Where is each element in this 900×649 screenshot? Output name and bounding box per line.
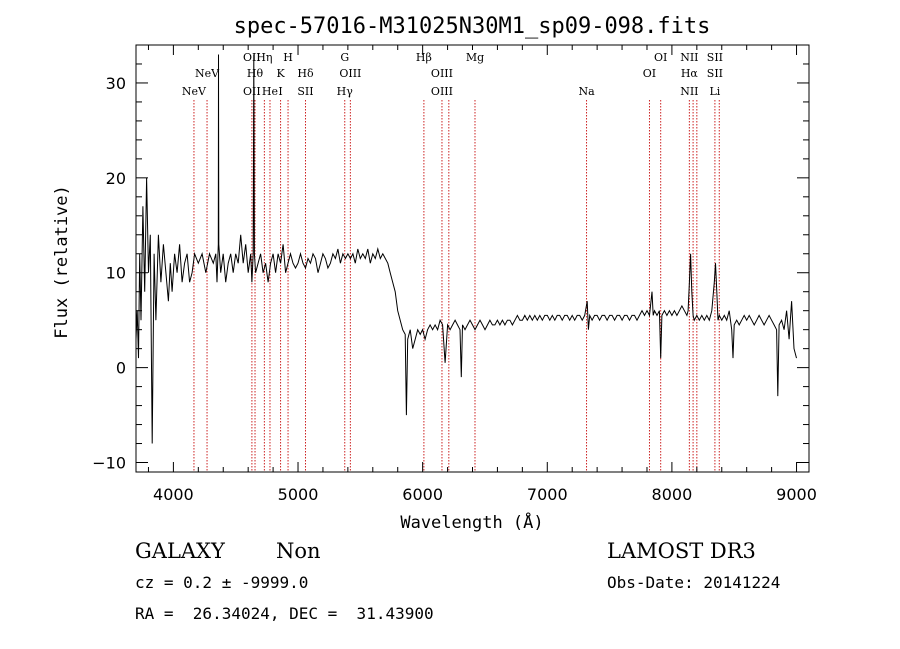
- y-tick-label: −10: [92, 454, 126, 473]
- line-label: I: [278, 85, 282, 98]
- line-label: NeV: [182, 85, 207, 98]
- spectrum-series: [135, 54, 797, 444]
- line-label: Hα: [681, 67, 699, 80]
- line-label: H: [283, 51, 293, 64]
- line-label: SII: [297, 85, 313, 98]
- line-label: OIII: [339, 67, 361, 80]
- line-label: SII: [707, 51, 723, 64]
- y-axis-ticks: −10 0 10 20 30: [92, 44, 809, 473]
- x-axis-ticks: 4000 5000 6000 7000 8000 9000: [147, 45, 817, 504]
- line-label: Hδ: [297, 67, 314, 80]
- line-label: SII: [707, 67, 723, 80]
- object-class: GALAXY: [135, 539, 225, 563]
- line-markers: [193, 100, 720, 472]
- x-tick-label: 5000: [278, 485, 319, 504]
- line-label: Mg: [466, 51, 484, 64]
- line-label: OI: [654, 51, 667, 64]
- x-axis-label: Wavelength (Å): [400, 511, 543, 533]
- line-label: G: [340, 51, 349, 64]
- y-tick-label: 20: [106, 169, 126, 188]
- line-label: Hβ: [416, 51, 432, 64]
- line-label: OII: [243, 85, 261, 98]
- chart-title: spec-57016-M31025N30M1_sp09-098.fits: [234, 14, 711, 39]
- line-label: He: [262, 85, 278, 98]
- line-label: OII: [243, 51, 261, 64]
- line-label: OI: [643, 67, 656, 80]
- line-label: Hη: [256, 51, 272, 64]
- x-tick-label: 7000: [527, 485, 568, 504]
- x-tick-label: 8000: [652, 485, 693, 504]
- line-label: Hγ: [337, 85, 354, 98]
- sky-coordinates: RA = 26.34024, DEC = 31.43900: [135, 604, 434, 623]
- survey-name: LAMOST DR3: [607, 539, 756, 563]
- x-tick-label: 6000: [402, 485, 443, 504]
- line-label: NII: [680, 85, 698, 98]
- redshift-cz: cz = 0.2 ± -9999.0: [135, 573, 309, 592]
- line-label: Na: [578, 85, 595, 98]
- x-tick-label: 4000: [153, 485, 194, 504]
- line-label: NeV: [195, 67, 220, 80]
- line-labels: NeV NeV OII OII Hθ Hη He KI H Hδ SII G Hγ OIII Hβ OIII O…: [182, 51, 723, 98]
- line-label: Li: [709, 85, 720, 98]
- x-tick-label: 9000: [776, 485, 817, 504]
- object-subclass: Non: [276, 539, 321, 563]
- line-label: K: [276, 67, 285, 80]
- line-label: NII: [680, 51, 698, 64]
- observation-date: Obs-Date: 20141224: [607, 573, 781, 592]
- y-tick-label: 30: [106, 74, 126, 93]
- y-axis-label: Flux (relative): [52, 185, 72, 339]
- y-tick-label: 0: [116, 359, 126, 378]
- line-label: OIII: [431, 85, 453, 98]
- line-label: OIII: [431, 67, 453, 80]
- y-tick-label: 10: [106, 264, 126, 283]
- line-label: Hθ: [247, 67, 264, 80]
